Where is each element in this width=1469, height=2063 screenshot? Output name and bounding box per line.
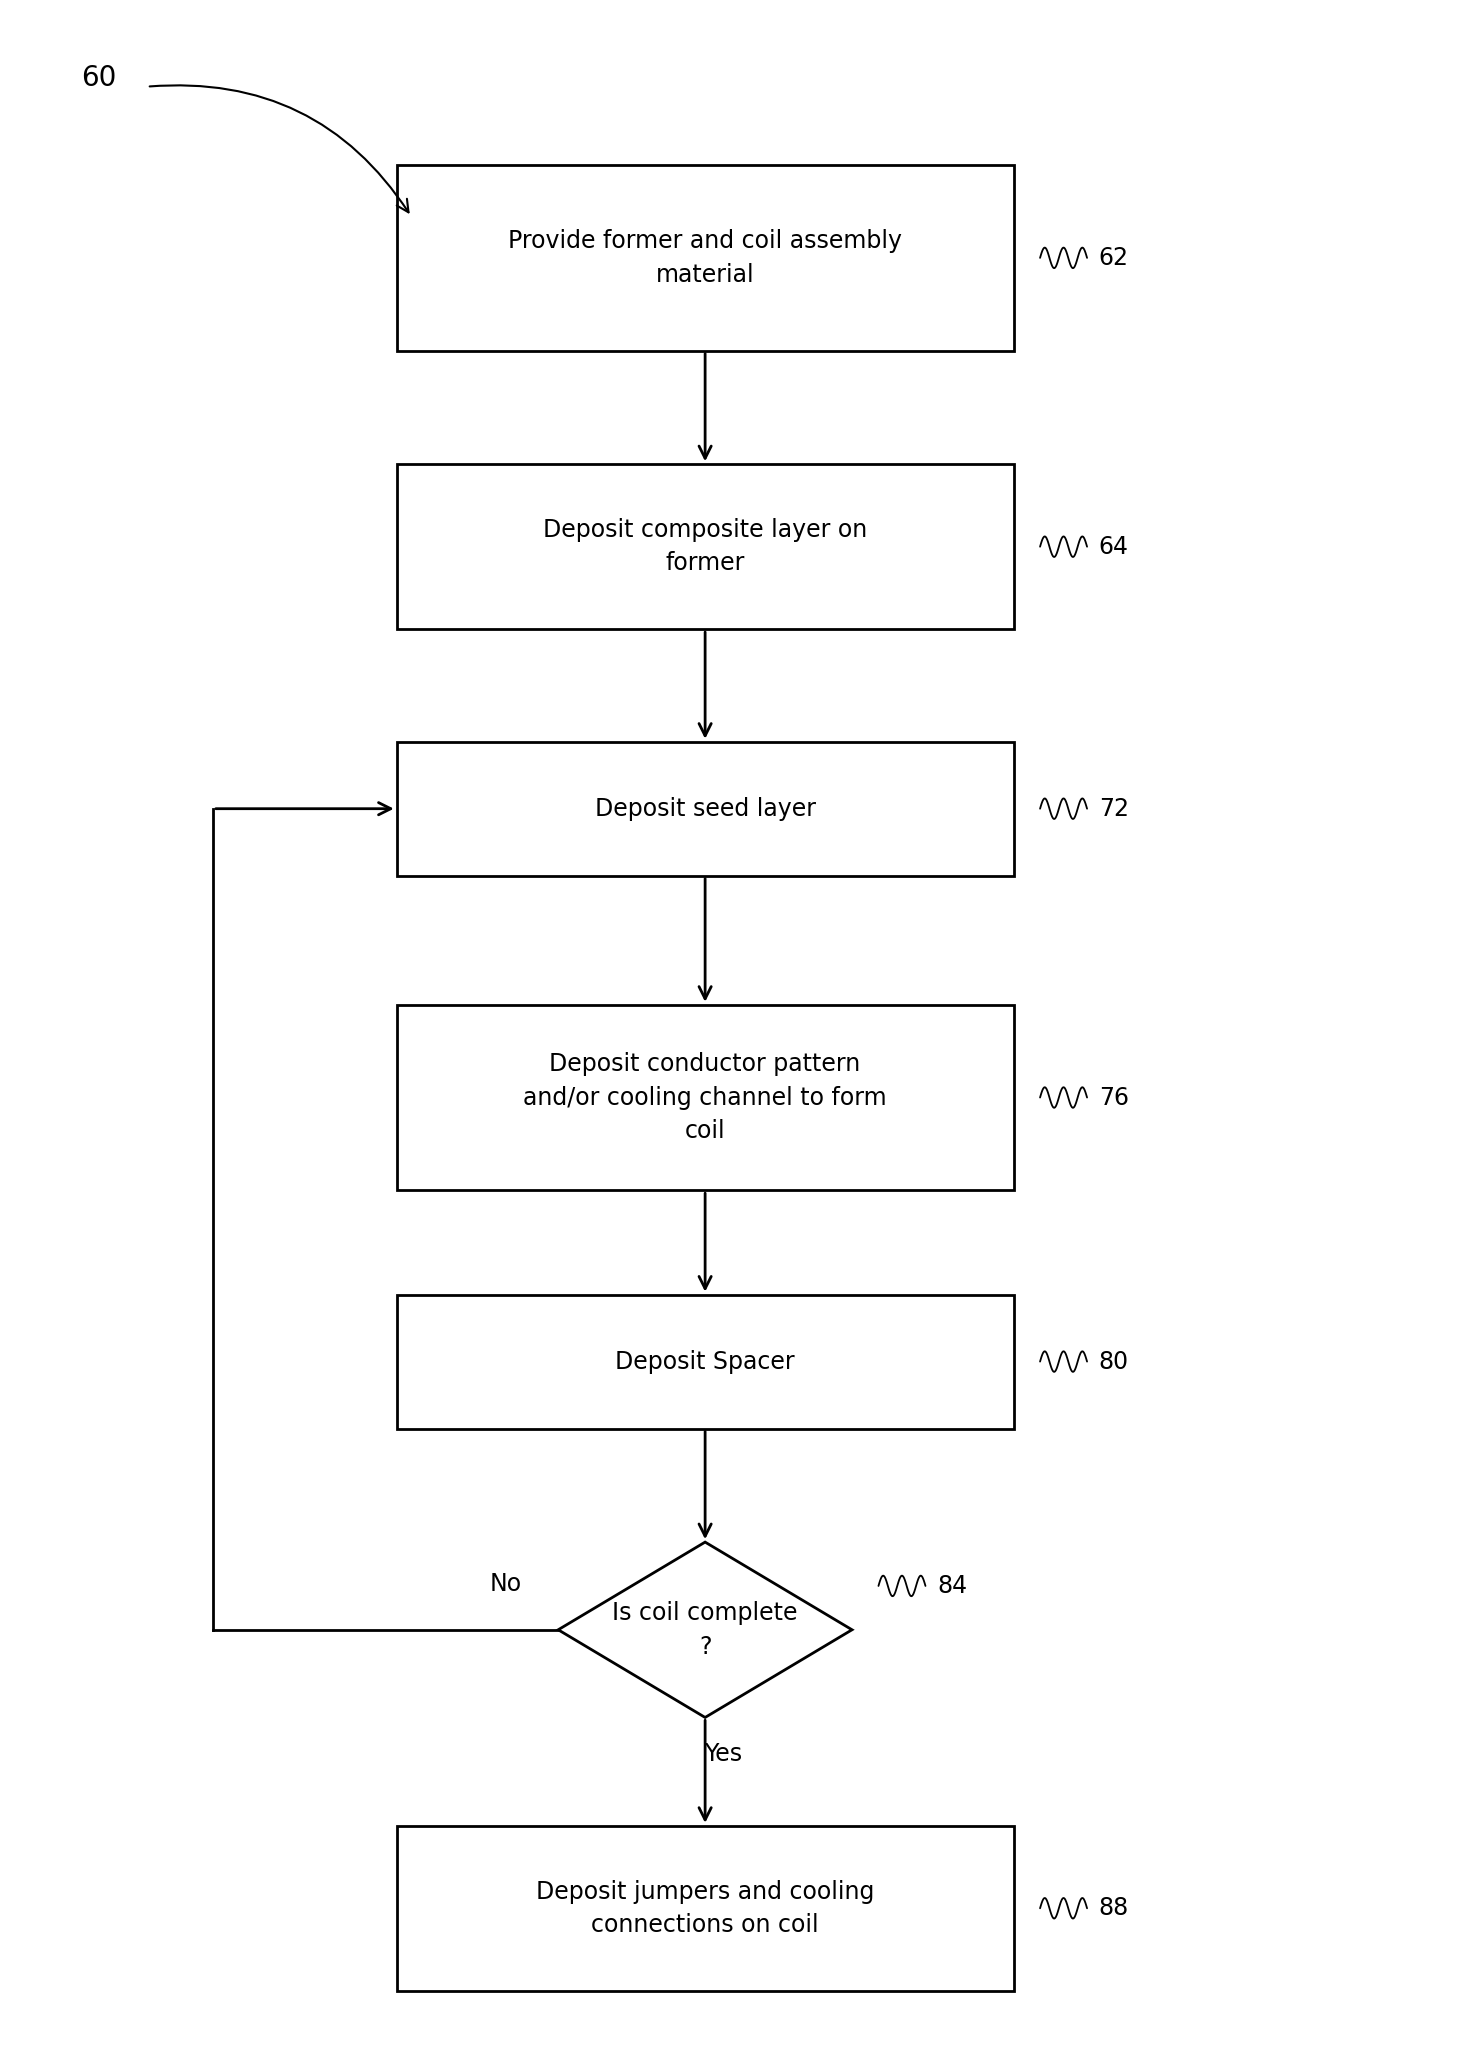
Text: 84: 84 xyxy=(937,1574,968,1599)
FancyBboxPatch shape xyxy=(397,464,1014,629)
Text: Deposit composite layer on
former: Deposit composite layer on former xyxy=(544,518,867,576)
FancyBboxPatch shape xyxy=(397,1005,1014,1190)
FancyBboxPatch shape xyxy=(397,741,1014,875)
Polygon shape xyxy=(558,1543,852,1716)
Text: No: No xyxy=(489,1572,521,1597)
Text: 76: 76 xyxy=(1099,1085,1128,1110)
Text: 64: 64 xyxy=(1099,534,1128,559)
FancyBboxPatch shape xyxy=(397,165,1014,351)
Text: 80: 80 xyxy=(1099,1349,1130,1374)
Text: Provide former and coil assembly
material: Provide former and coil assembly materia… xyxy=(508,229,902,287)
Text: 72: 72 xyxy=(1099,796,1128,821)
Text: Deposit seed layer: Deposit seed layer xyxy=(595,796,815,821)
Text: Deposit jumpers and cooling
connections on coil: Deposit jumpers and cooling connections … xyxy=(536,1879,874,1937)
FancyBboxPatch shape xyxy=(397,1826,1014,1991)
Text: Deposit conductor pattern
and/or cooling channel to form
coil: Deposit conductor pattern and/or cooling… xyxy=(523,1052,887,1143)
Text: Deposit Spacer: Deposit Spacer xyxy=(616,1349,795,1374)
Text: 60: 60 xyxy=(81,64,116,93)
Text: Is coil complete
?: Is coil complete ? xyxy=(613,1601,798,1659)
Text: 88: 88 xyxy=(1099,1896,1130,1921)
Text: 62: 62 xyxy=(1099,245,1128,270)
Text: Yes: Yes xyxy=(704,1741,742,1766)
FancyBboxPatch shape xyxy=(397,1296,1014,1428)
